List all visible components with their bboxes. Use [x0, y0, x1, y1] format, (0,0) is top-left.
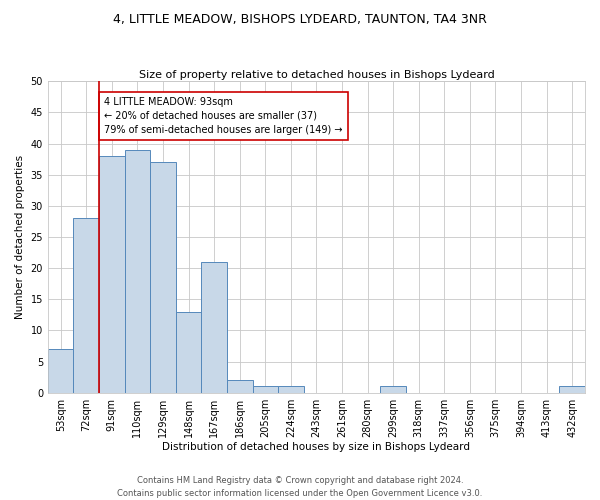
Bar [559, 386, 585, 392]
Bar [380, 386, 406, 392]
Title: Size of property relative to detached houses in Bishops Lydeard: Size of property relative to detached ho… [139, 70, 494, 81]
Bar [73, 218, 99, 392]
X-axis label: Distribution of detached houses by size in Bishops Lydeard: Distribution of detached houses by size … [163, 442, 470, 452]
Text: 4 LITTLE MEADOW: 93sqm
← 20% of detached houses are smaller (37)
79% of semi-det: 4 LITTLE MEADOW: 93sqm ← 20% of detached… [104, 97, 343, 135]
Bar [202, 262, 227, 392]
Text: Contains HM Land Registry data © Crown copyright and database right 2024.
Contai: Contains HM Land Registry data © Crown c… [118, 476, 482, 498]
Bar [125, 150, 150, 392]
Bar [176, 312, 202, 392]
Bar [278, 386, 304, 392]
Bar [150, 162, 176, 392]
Text: 4, LITTLE MEADOW, BISHOPS LYDEARD, TAUNTON, TA4 3NR: 4, LITTLE MEADOW, BISHOPS LYDEARD, TAUNT… [113, 12, 487, 26]
Bar [227, 380, 253, 392]
Bar [48, 349, 73, 393]
Bar [99, 156, 125, 392]
Bar [253, 386, 278, 392]
Y-axis label: Number of detached properties: Number of detached properties [15, 155, 25, 319]
